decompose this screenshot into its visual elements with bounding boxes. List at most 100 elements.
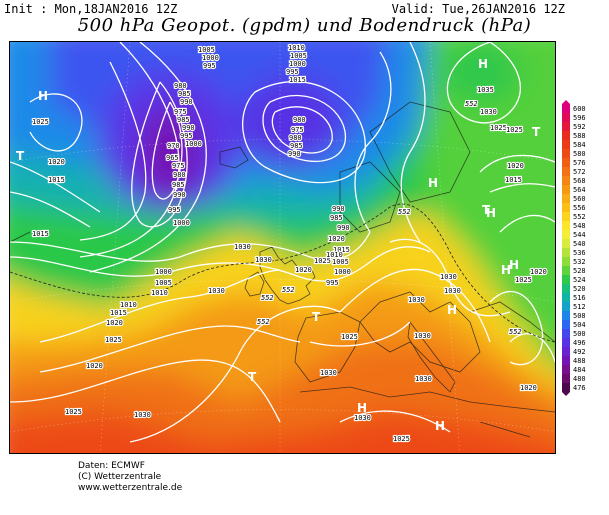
legend-label: 508 [573, 312, 586, 320]
isobar-label: 1020 [328, 235, 345, 243]
isobar-label: 1015 [505, 176, 522, 184]
isobar-label: 1015 [48, 176, 65, 184]
isobar-label: 1000 [185, 140, 202, 148]
isobar-label: 985 [177, 116, 190, 124]
isobar-label: 985 [290, 142, 303, 150]
isobar-label: 1020 [507, 162, 524, 170]
legend-swatch [562, 293, 570, 302]
isobar-label: 1020 [530, 268, 547, 276]
footer-copyright: (C) Wetterzentrale [78, 472, 162, 482]
legend-swatch [562, 311, 570, 320]
isobar-label: 1025 [65, 408, 82, 416]
isobar-label: 980 [174, 82, 187, 90]
legend-label: 496 [573, 339, 586, 347]
legend-swatch [562, 248, 570, 257]
legend-swatch [562, 257, 570, 266]
legend-label: 588 [573, 132, 586, 140]
isobar-label: 1000 [155, 268, 172, 276]
isobar-label: 1020 [106, 319, 123, 327]
height-contours [10, 203, 555, 343]
isobar-label: 1010 [120, 301, 137, 309]
isobar-label: 1005 [198, 46, 215, 54]
isobar-label: 980 [289, 134, 302, 142]
isobar-label: 990 [332, 205, 345, 213]
legend-label: 592 [573, 123, 586, 131]
isobar-label: 990 [180, 98, 193, 106]
pressure-high-scandinavia: H [478, 57, 488, 71]
legend-label: 552 [573, 213, 586, 221]
legend-swatch [562, 266, 570, 275]
legend-label: 528 [573, 267, 586, 275]
isobar-label: 1030 [408, 296, 425, 304]
legend-label: 548 [573, 222, 586, 230]
legend-label: 576 [573, 159, 586, 167]
legend-swatch [562, 338, 570, 347]
legend-swatch [562, 230, 570, 239]
isobar-label: 1005 [155, 279, 172, 287]
pressure-high-azores: H [501, 263, 511, 277]
isobar-label: 965 [166, 154, 179, 162]
isobar-label: 995 [180, 132, 193, 140]
pressure-low-west-edge: T [16, 149, 25, 163]
isobar-label: 1015 [32, 230, 49, 238]
legend-label: 488 [573, 357, 586, 365]
isobar-label: 1000 [173, 219, 190, 227]
height-label: 552 [398, 208, 411, 216]
isobars [10, 42, 555, 443]
isobar-label: 1010 [288, 44, 305, 52]
legend-swatch [562, 203, 570, 212]
legend-label: 564 [573, 186, 586, 194]
pressure-high-central-europe: H [428, 176, 438, 190]
init-time: Init : Mon,18JAN2016 12Z [4, 2, 178, 16]
legend-label: 540 [573, 240, 586, 248]
legend-swatch [562, 239, 570, 248]
legend-swatch [562, 329, 570, 338]
height-label: 552 [261, 294, 274, 302]
legend-swatch [562, 149, 570, 158]
legend-swatch [562, 113, 570, 122]
legend-swatch [562, 167, 570, 176]
legend-swatch [562, 104, 570, 113]
legend-swatch [562, 185, 570, 194]
isobar-label: 1030 [134, 411, 151, 419]
footer-data-source: Daten: ECMWF [78, 461, 145, 471]
isobar-label: 1035 [477, 86, 494, 94]
isobar-label: 1000 [289, 60, 306, 68]
legend-swatch [562, 284, 570, 293]
pressure-low-baltic: T [482, 203, 491, 217]
isobar-label: 1010 [326, 251, 343, 259]
graticule [10, 42, 555, 453]
legend-label: 600 [573, 105, 586, 113]
legend-label: 524 [573, 276, 586, 284]
isobar-label: 985 [330, 214, 343, 222]
color-legend: 600 596 592 588 584 580 576 572 568 564 560 556 552 5… [560, 100, 609, 400]
legend-label: 560 [573, 195, 586, 203]
isobar-label: 1025 [341, 333, 358, 341]
legend-swatch [562, 383, 570, 392]
legend-swatch [562, 275, 570, 284]
legend-label: 484 [573, 366, 586, 374]
legend-swatch [562, 221, 570, 230]
legend-label: 504 [573, 321, 586, 329]
legend-label: 500 [573, 330, 586, 338]
legend-swatch [562, 140, 570, 149]
legend-label: 596 [573, 114, 586, 122]
pressure-low-iberia: T [248, 370, 257, 384]
pressure-high-med-east: H [435, 419, 445, 433]
legend-swatch [562, 356, 570, 365]
legend-label: 580 [573, 150, 586, 158]
isobar-label: 1030 [414, 332, 431, 340]
legend-top-arrow [562, 100, 570, 104]
isobar-label: 1000 [202, 54, 219, 62]
legend-swatch [562, 122, 570, 131]
legend-label: 492 [573, 348, 586, 356]
height-label: 552 [465, 100, 478, 108]
isobar-label: 1030 [354, 414, 371, 422]
legend-label: 532 [573, 258, 586, 266]
isobar-label: 995 [326, 279, 339, 287]
chart-title: 500 hPa Geopot. (gpdm) und Bodendruck (h… [77, 15, 532, 36]
isobar-label: 1000 [334, 268, 351, 276]
legend-swatch [562, 158, 570, 167]
pressure-low-russia: T [532, 125, 541, 139]
